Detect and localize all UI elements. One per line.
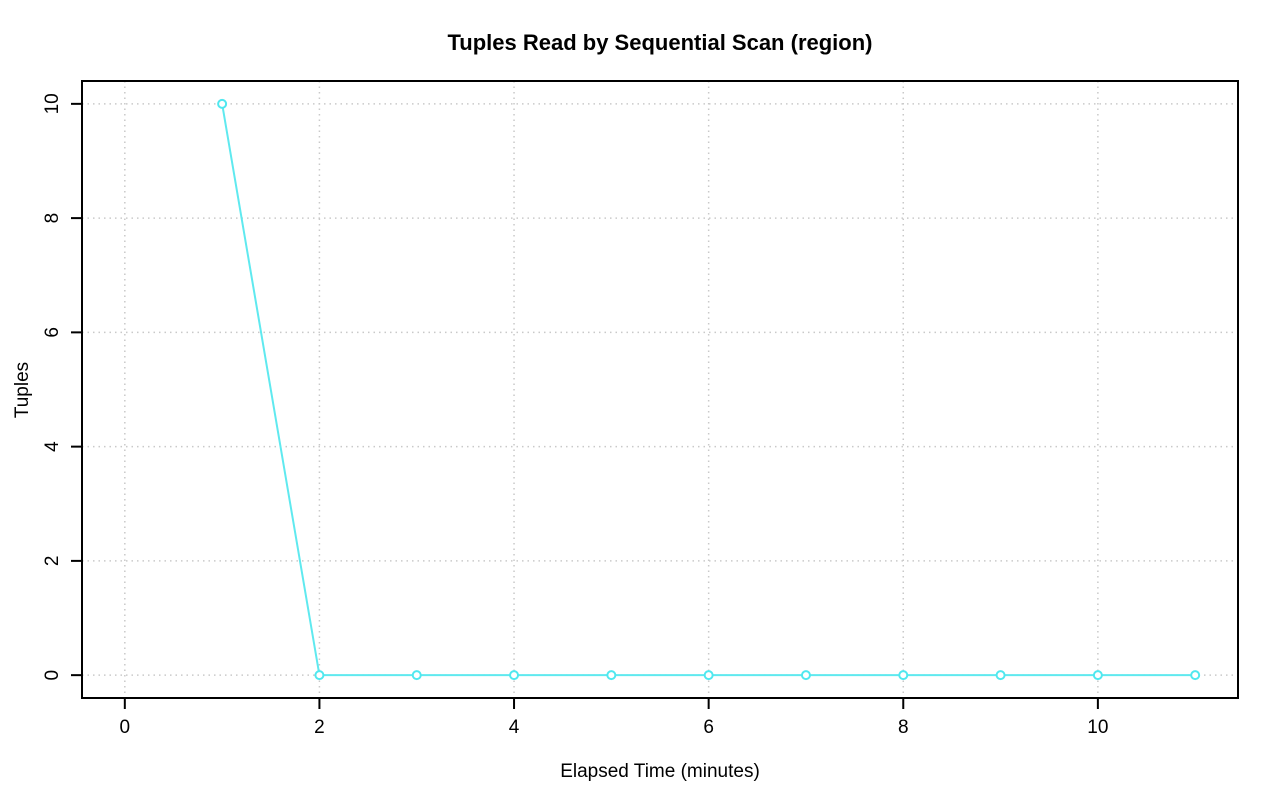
data-point-marker xyxy=(314,670,325,681)
x-tick-label: 2 xyxy=(314,717,325,738)
x-tick-label: 10 xyxy=(1087,717,1108,738)
data-point-marker xyxy=(606,670,617,681)
plot-box xyxy=(81,80,1239,699)
y-axis-tick-labels: 0 2 4 6 8 10 xyxy=(42,93,63,680)
data-point-marker xyxy=(411,670,422,681)
data-point-marker xyxy=(1092,670,1103,681)
data-point-marker xyxy=(217,98,228,109)
data-point-marker xyxy=(1190,670,1201,681)
horizontal-gridlines xyxy=(82,103,1238,676)
data-point-marker xyxy=(898,670,909,681)
y-tick-label: 2 xyxy=(42,556,63,567)
y-tick-label: 10 xyxy=(42,93,63,114)
data-point-marker xyxy=(800,670,811,681)
chart-title: Tuples Read by Sequential Scan (region) xyxy=(447,30,872,55)
y-tick-label: 0 xyxy=(42,670,63,681)
y-axis-ticks xyxy=(71,102,82,677)
vertical-gridlines xyxy=(124,81,1099,698)
x-tick-label: 4 xyxy=(509,717,520,738)
data-point-marker xyxy=(509,670,520,681)
data-point-marker xyxy=(703,670,714,681)
data-point-markers xyxy=(217,98,1201,681)
y-tick-label: 6 xyxy=(42,327,63,338)
y-tick-label: 8 xyxy=(42,213,63,224)
y-tick-label: 4 xyxy=(42,441,63,452)
x-tick-label: 0 xyxy=(120,717,131,738)
x-axis-ticks xyxy=(123,698,1099,709)
x-axis-label: Elapsed Time (minutes) xyxy=(560,761,760,782)
y-axis-label: Tuples xyxy=(12,362,33,418)
x-axis-tick-labels: 0 2 4 6 8 10 xyxy=(120,717,1109,738)
x-tick-label: 6 xyxy=(703,717,714,738)
data-point-marker xyxy=(995,670,1006,681)
x-tick-label: 8 xyxy=(898,717,909,738)
